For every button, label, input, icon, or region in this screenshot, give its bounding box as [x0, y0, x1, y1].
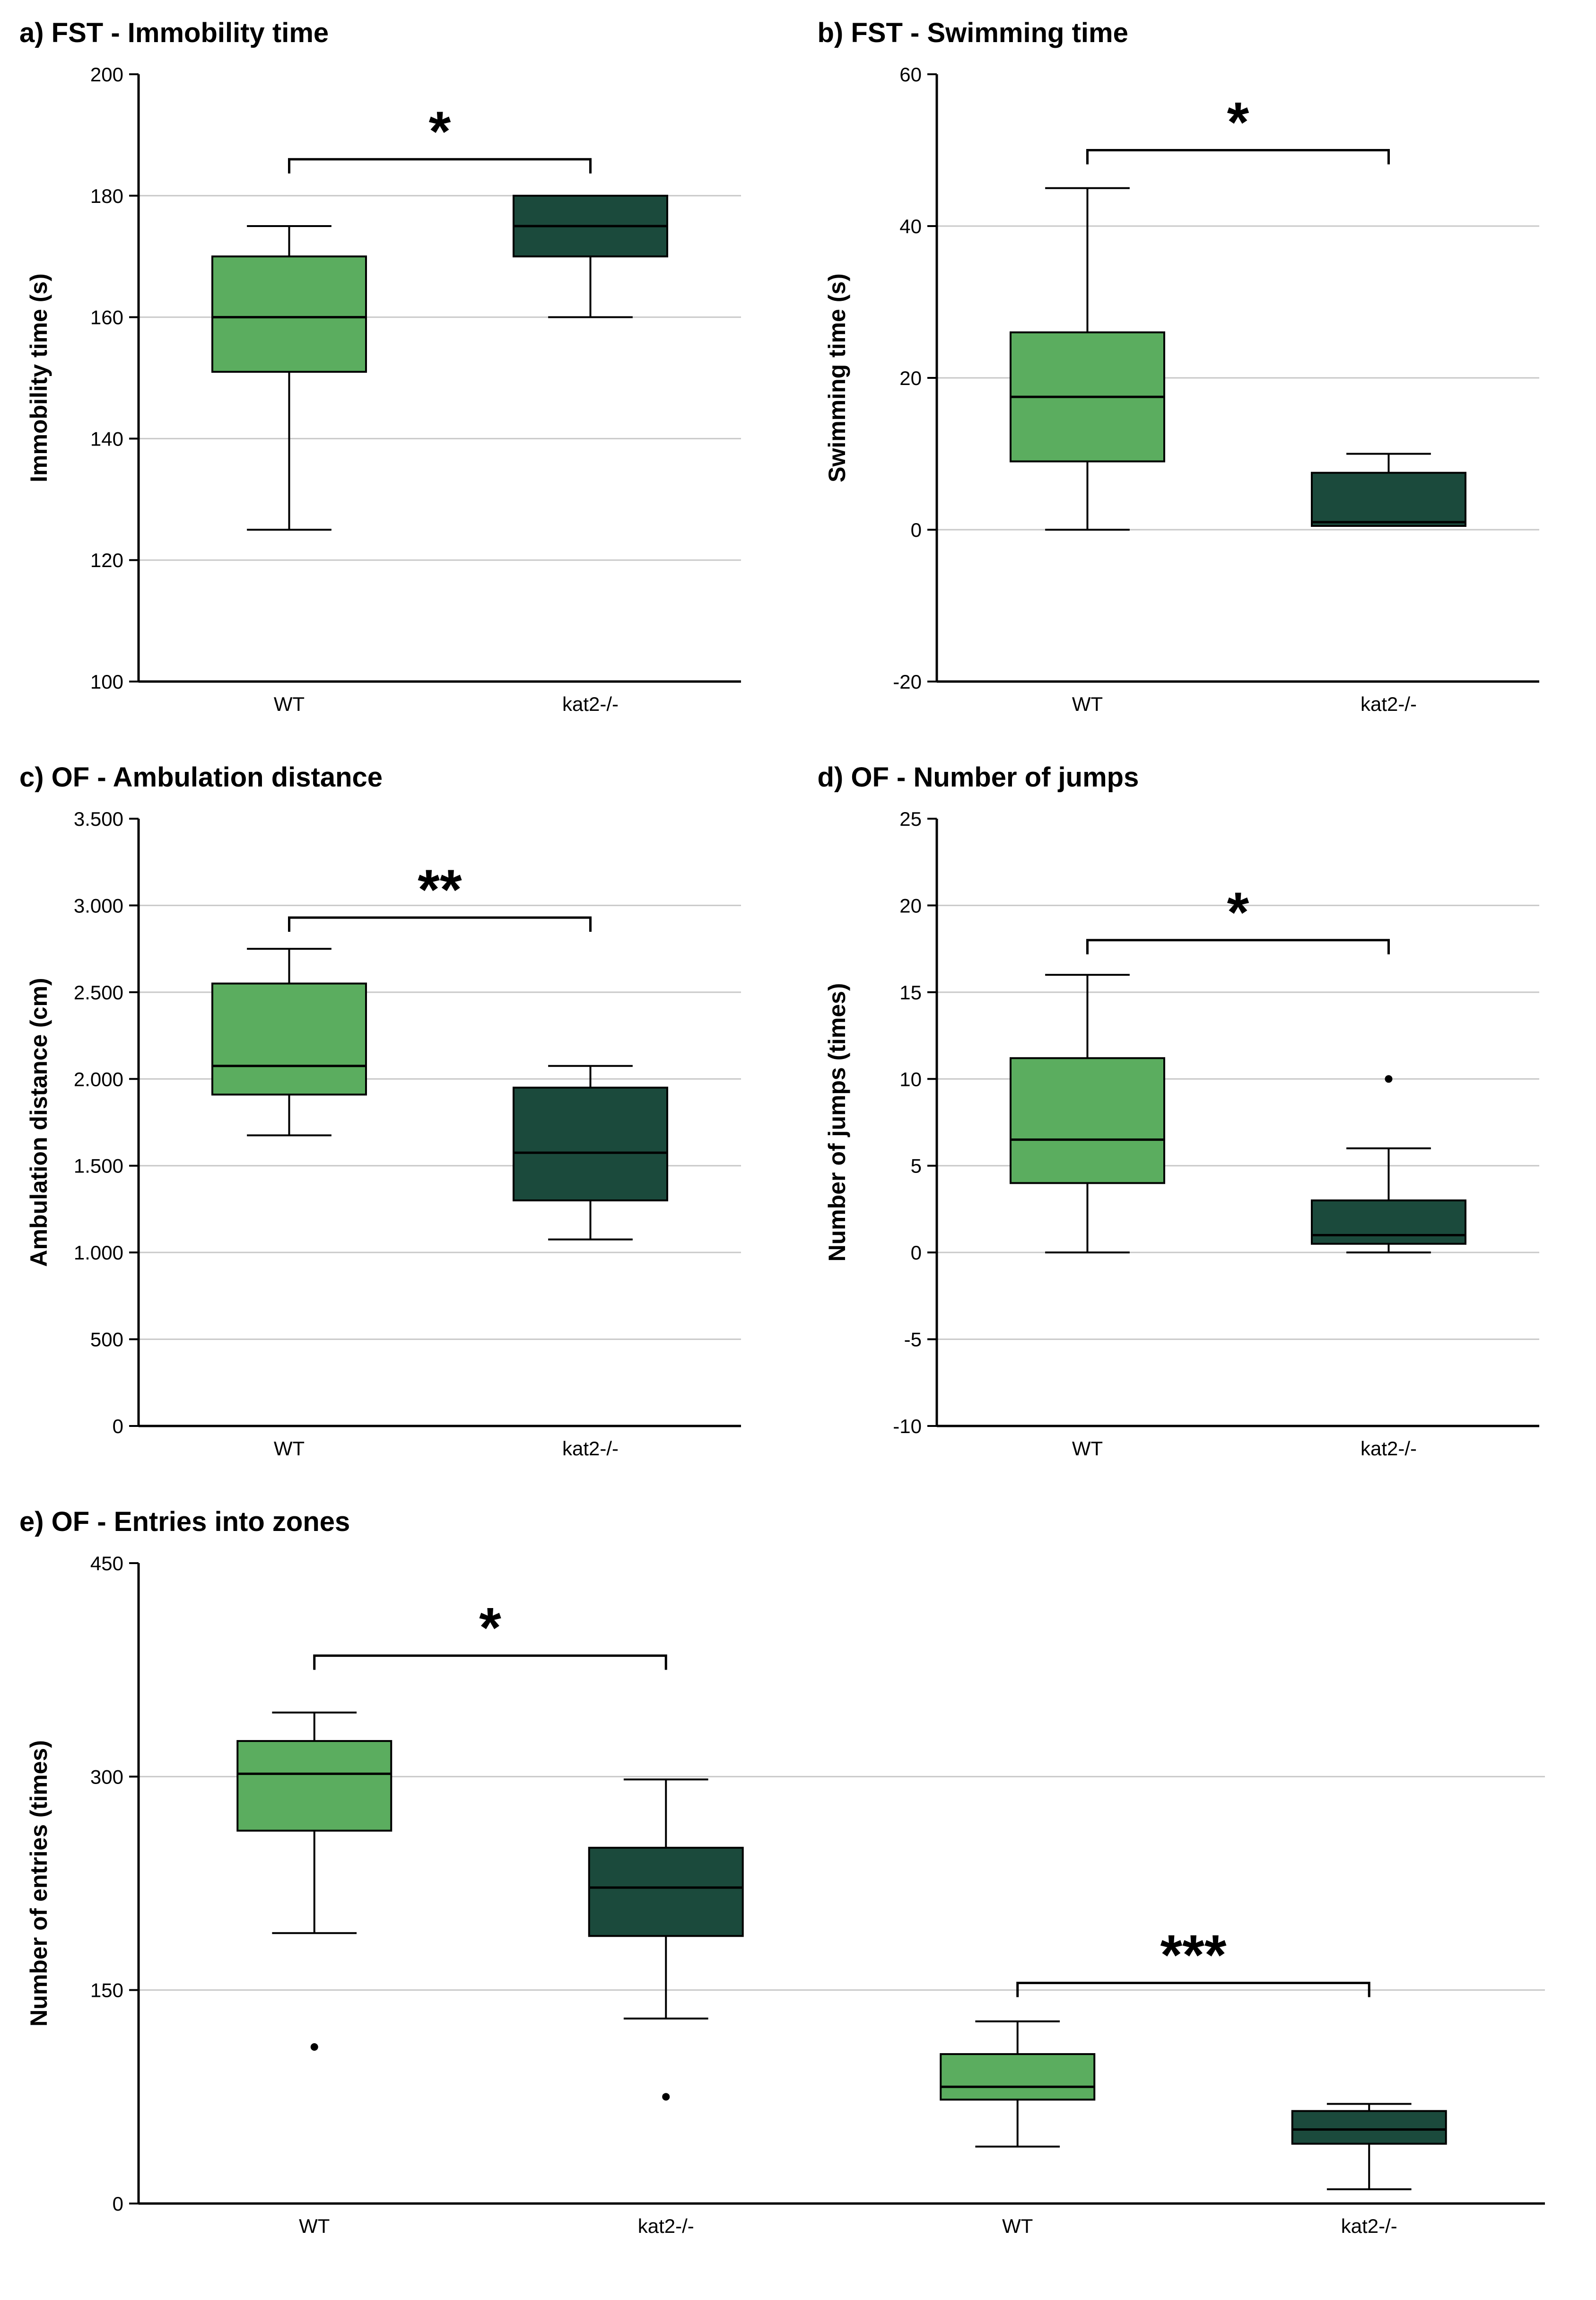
significance-bracket [1086, 149, 1390, 165]
y-tick-label: 0 [910, 1242, 921, 1264]
box-kat2-/- [1310, 1199, 1466, 1245]
panel-d-chart: -10 -5 0 5 10 15 20 25 WT kat2-/- Number of jumps … [815, 796, 1580, 1477]
category-label: kat2-/- [1341, 2215, 1397, 2237]
y-tick-label: 60 [899, 63, 922, 86]
panel-d-title: d) OF - Number of jumps [817, 762, 1139, 793]
y-axis-label: Ambulation distance (cm) [26, 978, 52, 1267]
significance-label: ** [418, 858, 462, 921]
box-WT [940, 2053, 1096, 2101]
category-label: kat2-/- [562, 1437, 619, 1460]
significance-label: * [429, 100, 451, 163]
y-tick-label: 3.500 [74, 808, 123, 830]
box-plot-svg: -10 -5 0 5 10 15 20 25 WT kat2-/- Number of jumps … [824, 808, 1539, 1460]
y-tick-label: 120 [90, 549, 123, 571]
y-tick-label: 5 [910, 1155, 921, 1177]
y-tick-label: 180 [90, 185, 123, 207]
panel-e: e) OF - Entries into zones 0 150 300 450 WT k… [17, 1503, 1579, 2255]
y-tick-label: 10 [899, 1068, 922, 1090]
y-tick-label: 450 [90, 1552, 123, 1574]
panel-c-title: c) OF - Ambulation distance [19, 762, 383, 793]
y-tick-label: 3.000 [74, 894, 123, 917]
y-tick-label: 500 [90, 1329, 123, 1351]
y-tick-label: -10 [893, 1415, 922, 1437]
box-kat2-/- [513, 1086, 668, 1202]
y-tick-label: 40 [899, 215, 922, 237]
panel-e-title: e) OF - Entries into zones [19, 1506, 350, 1537]
outlier-point [310, 2043, 318, 2051]
y-tick-label: 1.500 [74, 1155, 123, 1177]
y-tick-label: 2.500 [74, 981, 123, 1004]
y-tick-label: 200 [90, 63, 123, 86]
y-tick-label: 1.000 [74, 1242, 123, 1264]
y-tick-label: -20 [893, 671, 922, 693]
y-tick-label: 15 [899, 981, 922, 1004]
y-tick-label: 20 [899, 894, 922, 917]
box-WT [211, 982, 367, 1096]
box-plot-svg: 0 150 300 450 WT kat2-/- WT kat2-/- Number of en… [26, 1552, 1545, 2237]
y-tick-label: 100 [90, 671, 123, 693]
box-plot-svg: -20 0 20 40 60 WT kat2-/- Swimming time (s) * [824, 63, 1539, 715]
y-tick-label: 2.000 [74, 1068, 123, 1090]
y-tick-label: 160 [90, 306, 123, 329]
panel-b: b) FST - Swimming time -20 0 20 40 60 WT kat2-… [815, 14, 1580, 733]
category-label: kat2-/- [1360, 1437, 1416, 1460]
significance-label: * [1227, 881, 1249, 944]
significance-bracket [288, 916, 592, 932]
y-tick-label: 20 [899, 367, 922, 389]
y-tick-label: 0 [910, 519, 921, 541]
y-axis-label: Number of entries (times) [26, 1740, 52, 2027]
y-tick-label: 140 [90, 428, 123, 450]
panel-c: c) OF - Ambulation distance 0 500 1.000 1.5… [17, 759, 782, 1477]
y-tick-label: 300 [90, 1766, 123, 1788]
panel-e-chart: 0 150 300 450 WT kat2-/- WT kat2-/- Number of en… [17, 1540, 1579, 2255]
box-plot-svg: 100 120 140 160 180 200 WT kat2-/- Immobility ti… [26, 63, 741, 715]
panel-c-chart: 0 500 1.000 1.500 2.000 2.500 3.000 3.500 WT kat2… [17, 796, 782, 1477]
y-tick-label: 150 [90, 1979, 123, 2002]
box-WT [1009, 1057, 1165, 1184]
significance-label: * [1227, 91, 1249, 154]
figure-panels-grid: a) FST - Immobility time 100 120 140 160 180… [17, 14, 1579, 2255]
significance-bracket [288, 158, 592, 174]
panel-a-title: a) FST - Immobility time [19, 17, 329, 48]
significance-bracket [313, 1654, 667, 1670]
category-label: WT [274, 693, 305, 715]
panel-b-title: b) FST - Swimming time [817, 17, 1128, 48]
outlier-point [1385, 1075, 1392, 1083]
y-axis-label: Swimming time (s) [824, 273, 850, 482]
significance-label: *** [1160, 1924, 1226, 1987]
category-label: kat2-/- [638, 2215, 694, 2237]
y-tick-label: 0 [113, 1415, 123, 1437]
category-label: WT [299, 2215, 330, 2237]
y-tick-label: 25 [899, 808, 922, 830]
panel-a-chart: 100 120 140 160 180 200 WT kat2-/- Immobility ti… [17, 52, 782, 733]
outlier-point [662, 2093, 670, 2101]
panel-b-chart: -20 0 20 40 60 WT kat2-/- Swimming time (s) * [815, 52, 1580, 733]
significance-bracket [1086, 939, 1390, 954]
category-label: WT [1072, 693, 1102, 715]
box-WT [236, 1740, 392, 1832]
y-axis-label: Immobility time (s) [26, 273, 52, 482]
y-tick-label: 0 [113, 2193, 123, 2215]
category-label: WT [1072, 1437, 1102, 1460]
box-kat2-/- [1291, 2110, 1447, 2145]
y-tick-label: -5 [904, 1329, 921, 1351]
box-WT [211, 255, 367, 373]
significance-label: * [479, 1596, 501, 1660]
box-plot-svg: 0 500 1.000 1.500 2.000 2.500 3.000 3.500 WT kat2… [26, 808, 741, 1460]
category-label: kat2-/- [1360, 693, 1416, 715]
significance-bracket [1016, 1982, 1370, 1997]
box-kat2-/- [1310, 472, 1466, 527]
category-label: kat2-/- [562, 693, 619, 715]
panel-a: a) FST - Immobility time 100 120 140 160 180… [17, 14, 782, 733]
category-label: WT [274, 1437, 305, 1460]
box-kat2-/- [588, 1846, 744, 1937]
y-axis-label: Number of jumps (times) [824, 983, 850, 1262]
category-label: WT [1002, 2215, 1033, 2237]
panel-d: d) OF - Number of jumps -10 -5 0 5 10 15 20 25 W… [815, 759, 1580, 1477]
